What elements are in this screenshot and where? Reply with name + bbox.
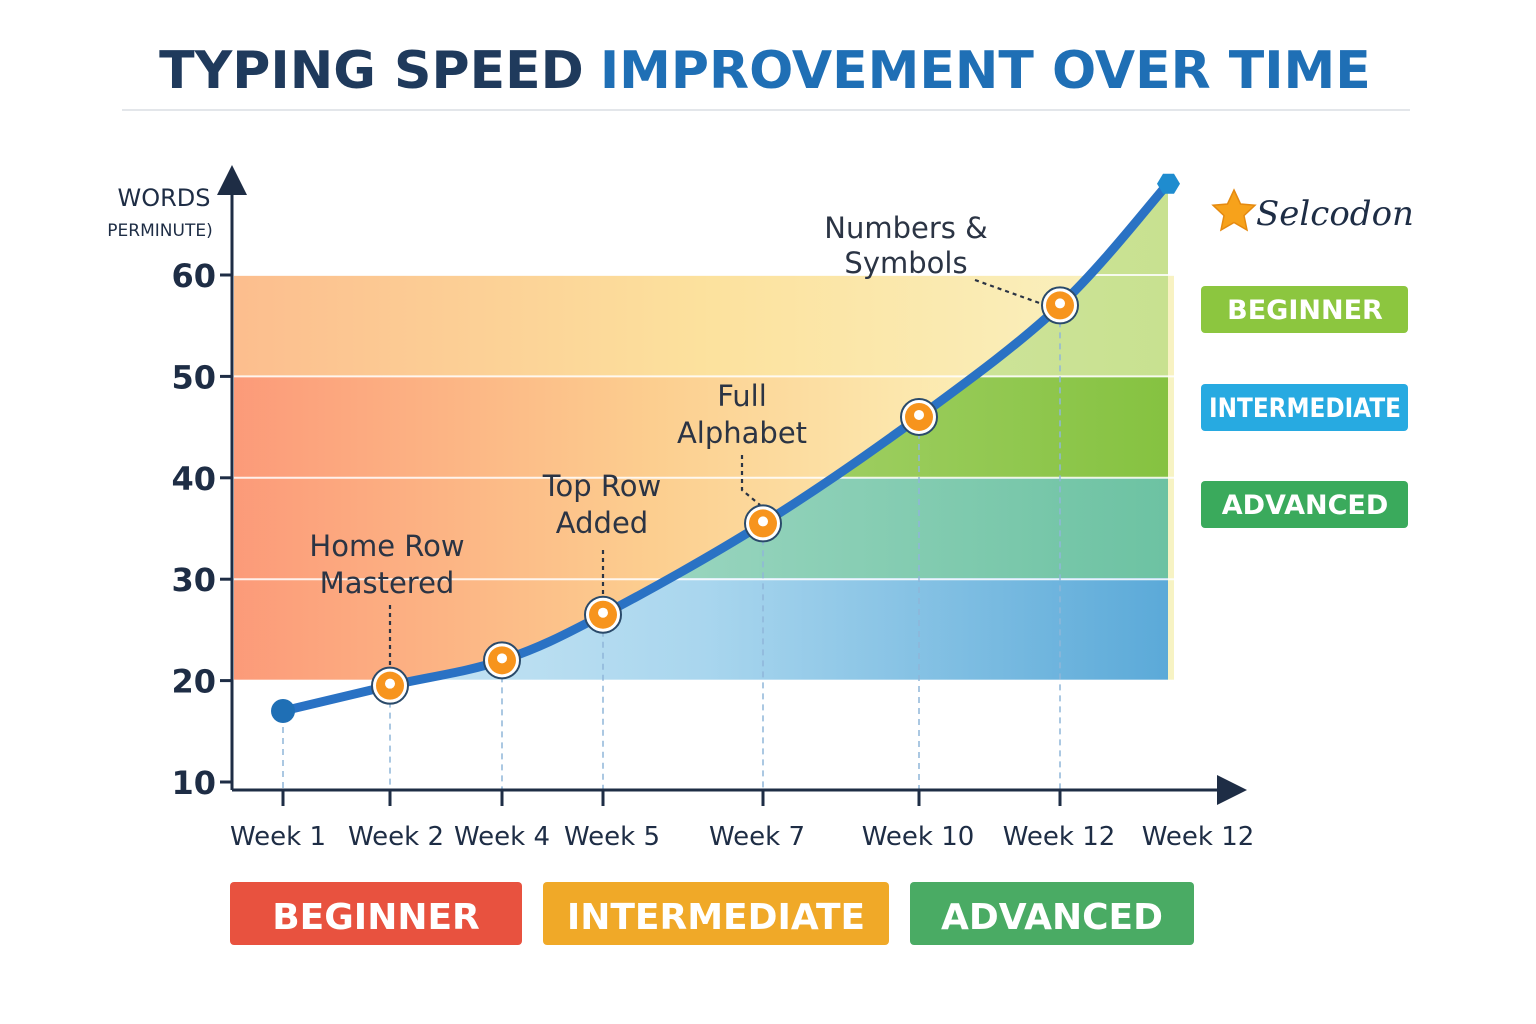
bottom-legend-label: BEGINNER (272, 897, 480, 938)
annotation-line: Added (556, 506, 648, 540)
bottom-legend-box (230, 882, 522, 945)
y-tick-label: 60 (171, 257, 216, 295)
y-tick-label: 50 (171, 358, 216, 396)
x-tick-label: Week 4 (454, 822, 550, 852)
bottom-legend-label: INTERMEDIATE (567, 897, 865, 938)
x-ticks: Week 1 Week 2 Week 4 Week 5 Week 7 Week 10 Wee… (230, 790, 1254, 852)
x-tick-label: Week 12 (1003, 822, 1116, 852)
annotation-line: Top Row (542, 469, 661, 503)
data-point-end (1157, 173, 1180, 194)
annotation-connectors (388, 278, 1046, 668)
x-tick-label: Week 12 (1142, 822, 1255, 852)
data-point-highlight (385, 678, 395, 689)
bottom-legend-box (910, 882, 1194, 945)
side-legend-box (1201, 481, 1408, 528)
data-point-highlight (1055, 298, 1065, 309)
side-legend-label: BEGINNER (1227, 295, 1383, 326)
annotation-line: Alphabet (677, 416, 807, 450)
y-axis-label-line1: WORDS (117, 184, 210, 212)
bottom-legend-label: ADVANCED (941, 897, 1163, 938)
annotation-line: Symbols (844, 246, 967, 280)
x-tick-label: Week 1 (230, 822, 326, 852)
annotation-label: Home Row Mastered (309, 529, 464, 600)
side-legend-label: ADVANCED (1222, 490, 1389, 521)
side-legend-box (1201, 286, 1408, 333)
annotation-label: Full Alphabet (677, 379, 807, 450)
data-point-highlight (598, 607, 608, 618)
annotation-label: Numbers & Symbols (824, 211, 987, 280)
y-tick-label: 10 (171, 764, 216, 802)
x-tick-label: Week 5 (564, 822, 660, 852)
y-axis-label-line2: PERMINUTE) (107, 221, 212, 241)
x-tick-label: Week 10 (862, 822, 975, 852)
annotation-line: Home Row (309, 529, 464, 563)
guide-lines (282, 321, 1061, 790)
y-tick-label: 40 (171, 460, 216, 498)
data-point-highlight (758, 516, 768, 527)
side-legend-box (1201, 384, 1408, 431)
chart-title-part2: IMPROVEMENT OVER TIME (600, 41, 1371, 101)
data-point-start (271, 699, 295, 724)
annotation-label: Top Row Added (542, 469, 661, 540)
y-tick-label: 20 (171, 663, 216, 701)
chart-title-part1: TYPING SPEED (159, 41, 584, 101)
brand-logo: Selcodon (1211, 188, 1414, 234)
data-markers (271, 173, 1180, 724)
bottom-legend-box (543, 882, 889, 945)
bottom-legend: BEGINNER INTERMEDIATE ADVANCED (230, 882, 1194, 945)
brand-name: Selcodon (1256, 194, 1414, 234)
x-tick-label: Week 2 (348, 822, 444, 852)
annotation-line: Numbers & (824, 211, 987, 245)
data-point-highlight (497, 653, 507, 664)
side-legend: BEGINNER INTERMEDIATE ADVANCED (1201, 286, 1408, 528)
chart-title: TYPING SPEED IMPROVEMENT OVER TIME (159, 41, 1371, 101)
side-legend-label: INTERMEDIATE (1209, 393, 1401, 424)
x-tick-label: Week 7 (709, 822, 805, 852)
annotation-connector (740, 455, 761, 506)
star-icon (1211, 188, 1257, 232)
annotation-line: Mastered (320, 566, 455, 600)
annotation-line: Full (717, 379, 767, 413)
y-tick-label: 30 (171, 561, 216, 599)
y-ticks: 10 20 30 40 50 60 (171, 257, 232, 802)
data-point-highlight (914, 409, 924, 420)
grid-lines (234, 274, 1174, 682)
